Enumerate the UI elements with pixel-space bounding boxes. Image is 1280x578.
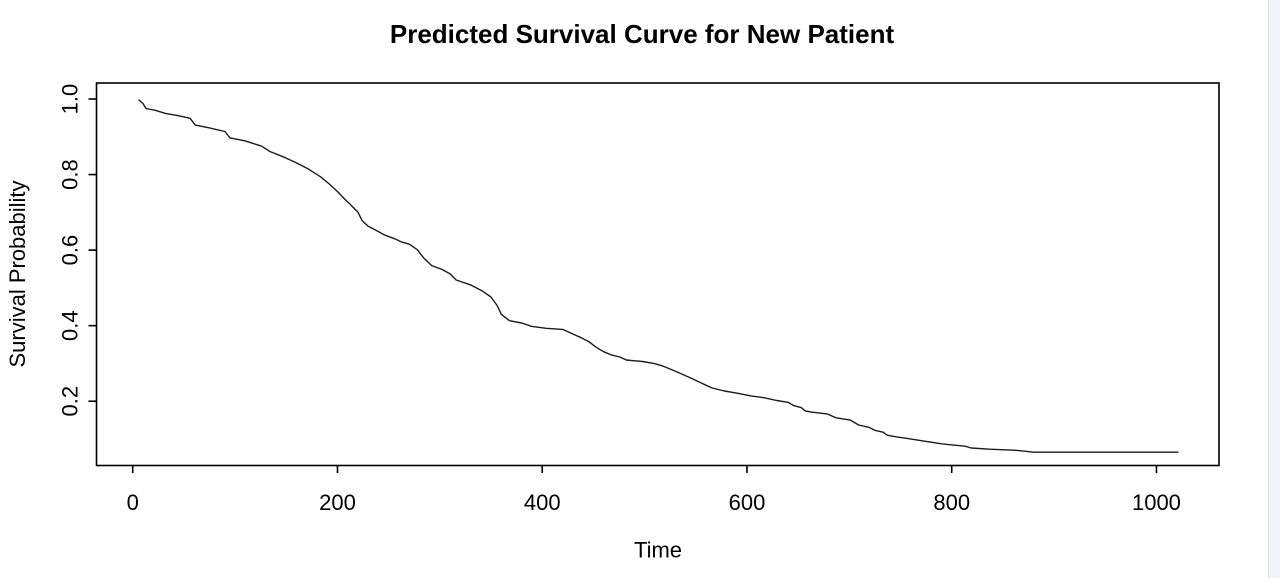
x-tick-label: 200: [319, 490, 356, 515]
survival-curve: [138, 99, 1179, 453]
y-tick-label: 0.6: [58, 235, 83, 266]
scrollbar-track[interactable]: [1268, 0, 1280, 578]
plot-box: [95, 82, 1220, 467]
y-tick-label: 0.8: [58, 159, 83, 190]
x-axis-ticks: 0 200 400 600 800 1000: [127, 465, 1181, 515]
x-tick-label: 0: [127, 490, 139, 515]
x-axis-label: Time: [634, 538, 682, 563]
x-tick-label: 400: [524, 490, 561, 515]
y-axis-ticks: 0.2 0.4 0.6 0.8 1.0: [58, 84, 97, 417]
y-tick-label: 0.4: [58, 310, 83, 341]
x-tick-label: 600: [729, 490, 766, 515]
y-tick-label: 0.2: [58, 386, 83, 417]
x-tick-label: 800: [933, 490, 970, 515]
y-tick-label: 1.0: [58, 84, 83, 115]
x-tick-label: 1000: [1132, 490, 1181, 515]
plot-title: Predicted Survival Curve for New Patient: [390, 19, 895, 49]
y-axis-label: Survival Probability: [5, 180, 30, 367]
